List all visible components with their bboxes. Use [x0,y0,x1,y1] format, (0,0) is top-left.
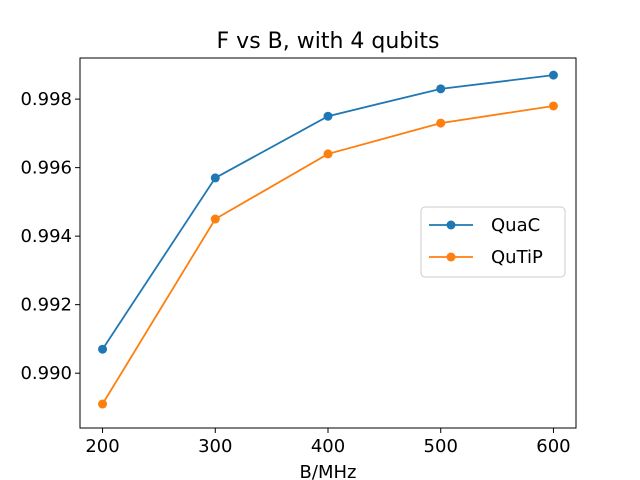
x-axis-label: B/MHz [300,462,357,480]
x-tick-label: 600 [536,436,570,457]
chart-title: F vs B, with 4 qubits [217,29,440,54]
data-point-qutip [436,118,446,128]
x-tick-label: 500 [424,436,458,457]
data-point-quac [98,344,108,354]
legend-label-qutip: QuTiP [491,247,543,268]
data-point-quac [436,84,446,94]
x-tick-label: 300 [198,436,232,457]
data-point-quac [548,70,558,80]
y-tick-label: 0.992 [20,295,72,316]
legend-label-quac: QuaC [491,215,540,236]
y-tick-label: 0.998 [20,89,72,110]
y-tick-label: 0.994 [20,226,72,247]
x-tick-label: 400 [311,436,345,457]
legend: QuaC QuTiP [420,206,566,278]
data-point-quac [210,173,220,183]
legend-marker-quac [446,220,456,230]
data-point-qutip [210,214,220,224]
x-tick-label: 200 [85,436,119,457]
x-axis: 200 300 400 500 600 [85,428,571,457]
y-tick-label: 0.990 [20,363,72,384]
y-tick-label: 0.996 [20,158,72,179]
data-point-qutip [98,399,108,409]
y-axis: 0.990 0.992 0.994 0.996 0.998 [20,89,80,384]
data-point-qutip [323,149,333,159]
data-point-qutip [548,101,558,111]
legend-marker-qutip [446,252,456,262]
data-point-quac [323,111,333,121]
